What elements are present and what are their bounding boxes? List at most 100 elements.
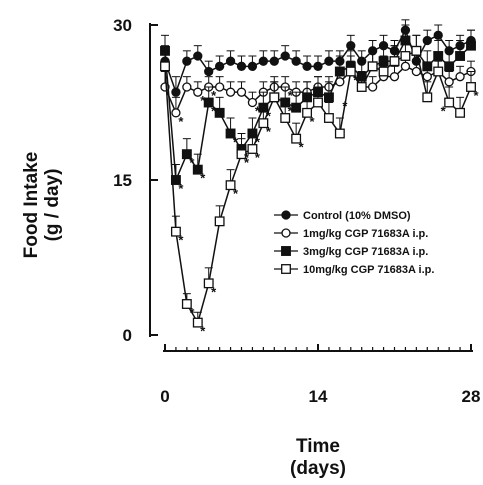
significance-star: * bbox=[211, 284, 217, 299]
y-tick-label: 30 bbox=[113, 16, 132, 35]
data-point bbox=[400, 51, 411, 61]
data-point bbox=[291, 102, 302, 113]
x-tick-label: 28 bbox=[462, 387, 481, 406]
significance-star: * bbox=[288, 88, 294, 103]
data-point bbox=[193, 87, 203, 97]
data-point bbox=[444, 61, 455, 72]
legend-label: Control (10% DMSO) bbox=[303, 210, 411, 222]
significance-star: * bbox=[233, 135, 239, 150]
x-tick-label: 0 bbox=[160, 387, 169, 406]
data-point bbox=[356, 82, 367, 92]
data-point bbox=[367, 82, 378, 92]
y-tick-label: 0 bbox=[123, 326, 132, 345]
x-tick-label: 14 bbox=[309, 387, 328, 406]
y-axis-title: Food Intake (g / day) bbox=[21, 152, 63, 259]
y-tick-label: 15 bbox=[113, 171, 132, 190]
data-point bbox=[334, 66, 345, 77]
data-point bbox=[302, 107, 313, 118]
data-point bbox=[214, 107, 225, 118]
data-point bbox=[258, 56, 269, 66]
data-point bbox=[455, 72, 465, 82]
significance-star: * bbox=[342, 98, 348, 113]
data-point bbox=[302, 61, 312, 71]
data-point bbox=[291, 133, 302, 144]
legend-item: Control (10% DMSO) bbox=[274, 210, 411, 222]
plot-area: **************************** bbox=[160, 19, 479, 339]
data-point bbox=[433, 30, 443, 40]
data-point bbox=[182, 56, 192, 66]
data-point bbox=[400, 61, 411, 71]
data-point bbox=[160, 61, 170, 72]
legend-marker bbox=[281, 246, 291, 256]
data-point bbox=[214, 216, 225, 227]
significance-star: * bbox=[255, 150, 261, 165]
data-point bbox=[422, 72, 432, 82]
data-point bbox=[433, 66, 444, 77]
data-point bbox=[214, 61, 225, 71]
legend-marker bbox=[281, 228, 291, 238]
significance-star: * bbox=[473, 88, 479, 103]
data-point bbox=[214, 82, 225, 92]
data-point bbox=[367, 61, 378, 72]
significance-star: * bbox=[244, 155, 250, 170]
data-point bbox=[247, 144, 258, 154]
data-point bbox=[225, 87, 236, 97]
data-point bbox=[455, 51, 466, 61]
significance-star: * bbox=[233, 186, 239, 201]
significance-star: * bbox=[255, 135, 261, 150]
significance-star: * bbox=[211, 104, 217, 119]
data-point bbox=[422, 92, 433, 103]
data-point bbox=[466, 40, 476, 51]
legend-marker bbox=[281, 210, 291, 220]
data-point bbox=[455, 107, 466, 118]
significance-star: * bbox=[200, 171, 206, 186]
significance-star: * bbox=[189, 155, 195, 170]
series-4 bbox=[160, 34, 476, 328]
data-point bbox=[193, 51, 203, 61]
significance-star: * bbox=[310, 114, 316, 129]
data-point bbox=[411, 45, 422, 56]
data-point bbox=[171, 87, 181, 97]
data-point bbox=[422, 61, 433, 72]
y-axis-unit: (g / day) bbox=[42, 169, 63, 242]
data-point bbox=[236, 149, 247, 160]
y-axis-label: Food Intake bbox=[21, 152, 42, 259]
data-point bbox=[411, 66, 422, 77]
legend-item: 10mg/kg CGP 71683A i.p. bbox=[274, 264, 434, 276]
data-point bbox=[389, 72, 400, 82]
data-point bbox=[334, 128, 345, 139]
significance-star: * bbox=[441, 104, 447, 119]
data-point bbox=[313, 61, 323, 71]
data-point bbox=[225, 56, 236, 66]
data-point bbox=[346, 41, 356, 51]
data-point bbox=[204, 66, 214, 77]
legend-item: 1mg/kg CGP 71683A i.p. bbox=[274, 228, 428, 240]
data-point bbox=[269, 92, 280, 103]
data-point bbox=[247, 97, 258, 108]
x-axis-unit: (days) bbox=[290, 458, 346, 479]
data-point bbox=[466, 82, 476, 92]
significance-star: * bbox=[178, 181, 184, 196]
data-point bbox=[247, 61, 258, 71]
x-axis-title: Time (days) bbox=[290, 436, 346, 479]
data-point bbox=[236, 87, 247, 97]
data-point bbox=[225, 180, 236, 191]
data-point bbox=[280, 113, 291, 123]
significance-star: * bbox=[255, 104, 261, 119]
data-point bbox=[258, 118, 269, 129]
data-point bbox=[313, 97, 323, 108]
significance-star: * bbox=[288, 104, 294, 119]
significance-star: * bbox=[178, 233, 184, 248]
data-point bbox=[323, 113, 334, 123]
x-axis-label: Time bbox=[296, 436, 340, 457]
significance-star: * bbox=[200, 324, 206, 339]
data-point bbox=[280, 51, 290, 61]
data-point bbox=[324, 56, 334, 66]
data-point bbox=[236, 61, 247, 71]
data-point bbox=[181, 149, 192, 160]
data-point bbox=[345, 66, 356, 77]
significance-star: * bbox=[266, 124, 272, 139]
significance-star: * bbox=[189, 305, 195, 320]
significance-star: * bbox=[266, 109, 272, 124]
